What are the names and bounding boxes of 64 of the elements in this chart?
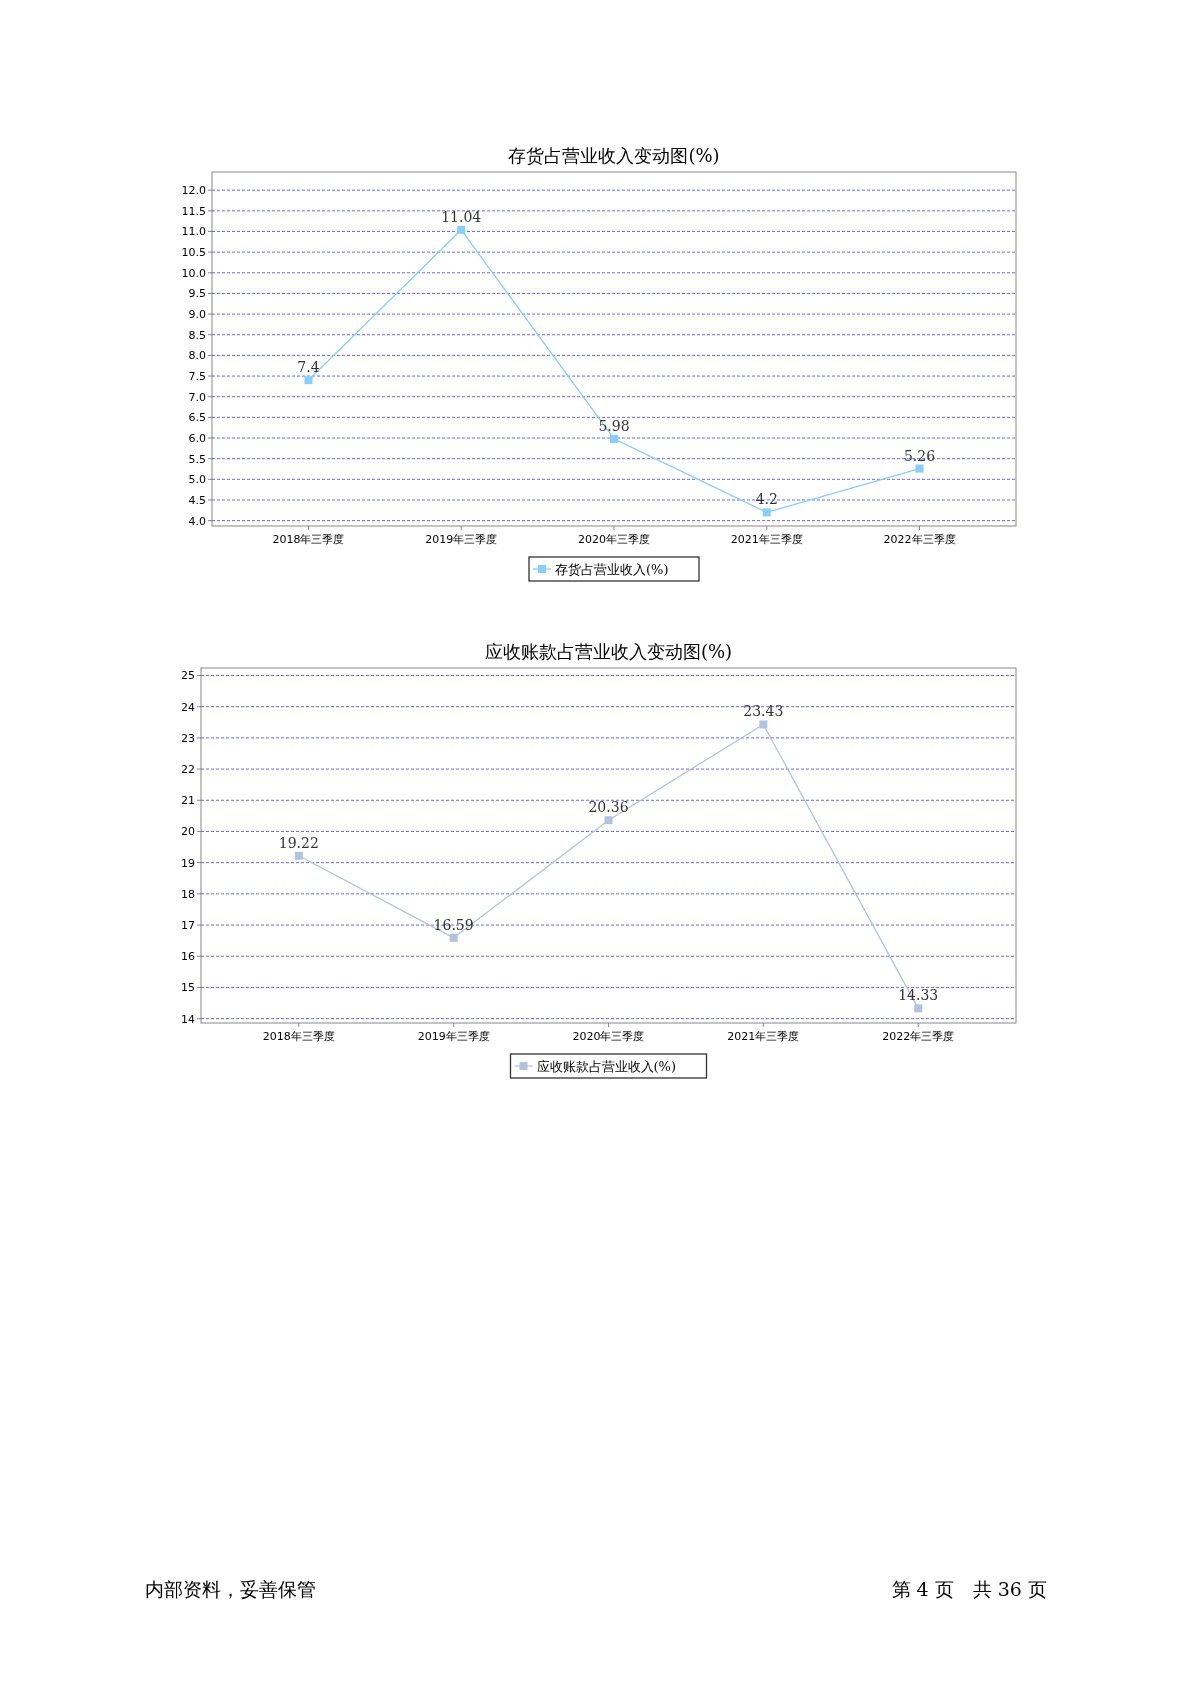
data-label: 7.4 <box>297 359 320 376</box>
y-tick-label: 12.0 <box>181 184 206 198</box>
data-label: 14.33 <box>898 987 939 1004</box>
data-label: 16.59 <box>433 916 474 933</box>
x-tick-label: 2021年三季度 <box>730 533 803 546</box>
y-tick-label: 8.5 <box>188 328 206 342</box>
chart-title: 应收账款占营业收入变动图(%) <box>484 641 733 662</box>
point <box>610 434 618 443</box>
text: 内部资料，妥善保管 <box>145 1578 316 1600</box>
y-tick-label: 22 <box>181 763 195 777</box>
y-tick-label: 10.0 <box>181 266 206 280</box>
y-tick-label: 7.5 <box>188 370 206 384</box>
x-tick-label: 2020年三季度 <box>572 1030 645 1043</box>
y-tick-label: 19 <box>181 856 195 870</box>
y-tick-label: 11.5 <box>181 204 206 218</box>
x-tick-label: 2019年三季度 <box>417 1030 490 1043</box>
data-label: 4.2 <box>755 491 778 508</box>
y-tick-label: 17 <box>181 919 195 933</box>
y-tick-label: 24 <box>181 700 195 714</box>
point <box>449 933 458 942</box>
y-tick-label: 10.5 <box>181 246 206 260</box>
y-tick-label: 8.0 <box>188 349 206 363</box>
y-tick-label: 25 <box>181 669 195 683</box>
point <box>762 508 771 517</box>
y-tick-label: 11.0 <box>181 225 206 239</box>
y-tick-label: 4.5 <box>188 493 206 507</box>
point <box>915 464 924 473</box>
data-label: 23.43 <box>743 703 784 720</box>
x-tick-label: 2021年三季度 <box>727 1030 800 1043</box>
y-tick-label: 20 <box>181 825 195 839</box>
point <box>914 1004 923 1013</box>
y-tick-label: 4.0 <box>188 514 206 528</box>
data-label: 19.22 <box>278 834 319 851</box>
y-tick-label: 16 <box>181 950 195 964</box>
point <box>294 851 303 860</box>
y-tick-label: 14 <box>181 1012 195 1026</box>
x-tick-label: 2020年三季度 <box>578 533 650 546</box>
point <box>604 816 613 825</box>
data-label: 11.04 <box>441 208 482 225</box>
data-label: 5.98 <box>598 417 630 434</box>
y-tick-label: 18 <box>181 887 195 901</box>
y-tick-label: 5.5 <box>188 452 206 466</box>
chart-title: 存货占营业收入变动图(%) <box>508 145 720 166</box>
y-tick-label: 7.0 <box>188 390 206 404</box>
point <box>457 225 466 234</box>
x-tick-label: 2019年三季度 <box>425 533 498 546</box>
y-tick-label: 5.0 <box>188 473 206 487</box>
y-tick-label: 15 <box>181 981 195 995</box>
x-tick-label: 2022年三季度 <box>882 1030 955 1043</box>
y-tick-label: 9.5 <box>188 287 206 301</box>
y-tick-label: 6.0 <box>188 432 206 446</box>
legend-label: 应收账款占营业收入(%) <box>536 1059 676 1074</box>
point <box>759 720 768 729</box>
legend-label: 存货占营业收入(%) <box>555 562 669 577</box>
text: 第 4 页 共 36 页 <box>891 1578 1047 1600</box>
x-tick-label: 2018年三季度 <box>272 533 345 546</box>
point <box>304 376 313 385</box>
data-label: 20.36 <box>588 799 629 816</box>
y-tick-label: 6.5 <box>188 411 206 425</box>
y-tick-label: 23 <box>181 731 195 745</box>
x-tick-label: 2018年三季度 <box>262 1030 335 1043</box>
x-tick-label: 2022年三季度 <box>883 533 956 546</box>
y-tick-label: 9.0 <box>188 308 206 322</box>
y-tick-label: 21 <box>181 794 195 808</box>
